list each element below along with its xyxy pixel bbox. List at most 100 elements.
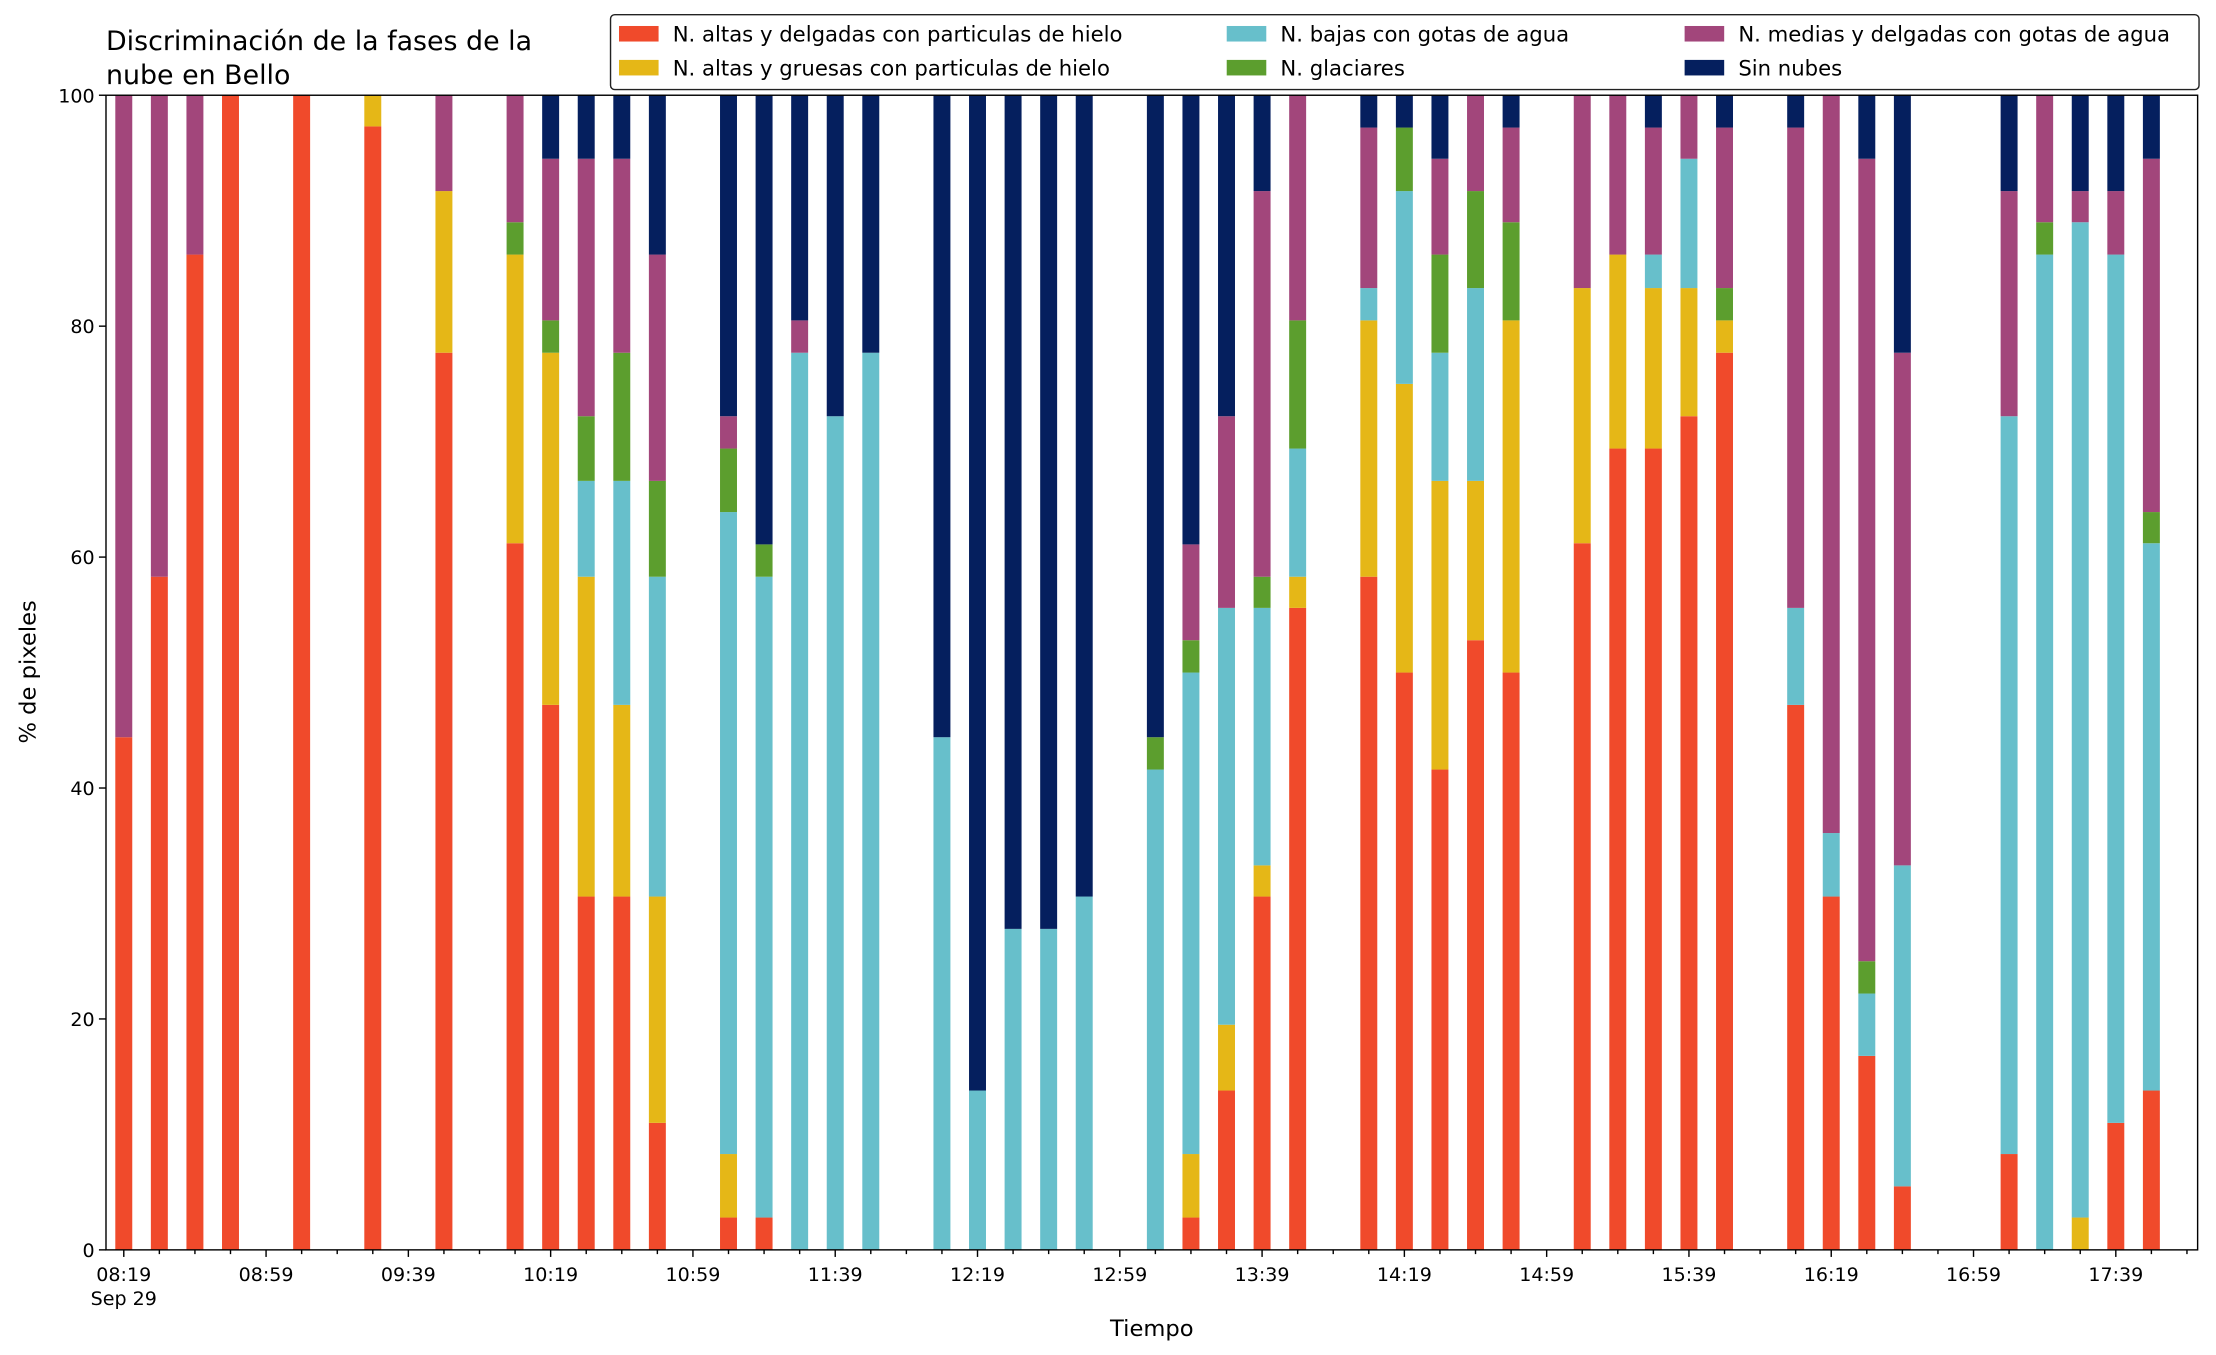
- bar-segment: [1467, 95, 1484, 192]
- legend-frame: [609, 13, 2200, 91]
- bar-segment: [1502, 320, 1520, 673]
- bar-segment: [1289, 448, 1307, 577]
- bar-segment: [2071, 222, 2089, 1218]
- bar-segment: [648, 95, 666, 255]
- bar-segment: [613, 704, 631, 897]
- bar-segment: [1716, 127, 1733, 289]
- bar-segment: [2071, 95, 2089, 192]
- bar-segment: [2000, 95, 2018, 192]
- bar-segment: [1182, 672, 1200, 1155]
- bar-segment: [1573, 288, 1591, 544]
- bar-segment: [1644, 254, 1662, 289]
- legend-swatch: [1226, 25, 1267, 42]
- bar-segment: [969, 1090, 986, 1250]
- bar-segment: [933, 95, 951, 738]
- bar-segment: [1858, 158, 1876, 962]
- bar-segment: [506, 222, 524, 255]
- bar-segment: [1218, 416, 1235, 608]
- bar-segment: [1467, 191, 1484, 289]
- bar-segment: [1502, 95, 1520, 128]
- bar-segment: [1467, 480, 1484, 641]
- legend-swatch: [619, 59, 659, 76]
- plot-frame: [105, 94, 2199, 1251]
- bar-segment: [2071, 1217, 2089, 1250]
- bar-segment: [1680, 95, 1698, 159]
- bar-segment: [1395, 191, 1413, 384]
- bar-segment: [1467, 640, 1484, 1250]
- bar-segment: [1182, 544, 1200, 641]
- bar-segment: [577, 896, 595, 1250]
- bar-segment: [1822, 833, 1840, 897]
- bar-segment: [1218, 607, 1235, 1025]
- bar-segment: [648, 254, 666, 481]
- bar-segment: [1502, 672, 1520, 1250]
- bar-segment: [1431, 95, 1449, 159]
- bar-segment: [755, 544, 773, 577]
- legend-swatch: [1684, 59, 1725, 76]
- bar-segment: [1146, 769, 1164, 1250]
- bar-segment: [2107, 1122, 2125, 1250]
- bar-segment: [648, 896, 666, 1123]
- y-tick-label: 80: [70, 316, 94, 338]
- bar-segment: [1609, 95, 1627, 255]
- bar-segment: [1716, 288, 1733, 321]
- bar-segment: [1146, 737, 1164, 770]
- bar-segment: [506, 254, 524, 544]
- bar-segment: [2107, 95, 2125, 192]
- bar-segment: [364, 126, 382, 1250]
- bar-segment: [150, 95, 168, 577]
- bar-segment: [2036, 222, 2054, 255]
- bar-segment: [1004, 928, 1022, 1250]
- bar-segment: [1787, 704, 1805, 1250]
- bar-segment: [1395, 95, 1413, 128]
- bar-segment: [1858, 1055, 1876, 1250]
- bar-segment: [1040, 95, 1058, 929]
- bar-segment: [1253, 607, 1271, 866]
- bar-segment: [613, 158, 631, 353]
- x-axis-label: Tiempo: [1109, 1316, 1194, 1342]
- bar-segment: [1680, 288, 1698, 417]
- x-tick-label: 13:39: [1235, 1264, 1290, 1286]
- bar-segment: [2142, 1090, 2160, 1250]
- bar-segment: [791, 320, 809, 353]
- bar-segment: [826, 95, 844, 417]
- bar-segment: [506, 543, 524, 1250]
- bar-segment: [1431, 254, 1449, 353]
- bar-segment: [1431, 480, 1449, 770]
- bar-segment: [862, 352, 880, 1250]
- bar-segment: [1289, 576, 1307, 608]
- bar-segment: [542, 320, 560, 353]
- bar-segment: [1680, 416, 1698, 1250]
- x-tick-label: 08:59: [239, 1264, 294, 1286]
- bar-segment: [1609, 254, 1627, 449]
- x-tick-label: 14:59: [1519, 1264, 1574, 1286]
- bar-segment: [1431, 158, 1449, 255]
- bar-segment: [542, 158, 560, 321]
- bar-segment: [2071, 191, 2089, 223]
- bar-segment: [613, 896, 631, 1250]
- bar-segment: [826, 416, 844, 1250]
- bar-segment: [2142, 95, 2160, 159]
- bar-segment: [720, 1154, 737, 1218]
- bar-segment: [1787, 95, 1805, 128]
- bar-segment: [222, 95, 239, 1250]
- bar-segment: [186, 254, 204, 1250]
- bar-segment: [1075, 896, 1093, 1250]
- bar-segment: [720, 416, 737, 449]
- bar-segment: [1182, 640, 1200, 673]
- bar-segment: [1431, 769, 1449, 1250]
- bar-segment: [862, 95, 880, 353]
- bar-segment: [1502, 127, 1520, 223]
- bar-segment: [1893, 95, 1911, 353]
- bar-segment: [1289, 320, 1307, 449]
- bar-segment: [1858, 961, 1876, 994]
- bars: [115, 95, 2160, 1250]
- bar-segment: [1893, 1186, 1911, 1250]
- x-tick-label: 09:39: [381, 1264, 436, 1286]
- chart-title: Discriminación de la fases de la nube en …: [106, 26, 532, 91]
- legend-swatch: [1684, 25, 1725, 42]
- bar-segment: [1858, 993, 1876, 1056]
- x-tick-label: 12:59: [1092, 1264, 1147, 1286]
- x-tick-label: 15:39: [1661, 1264, 1716, 1286]
